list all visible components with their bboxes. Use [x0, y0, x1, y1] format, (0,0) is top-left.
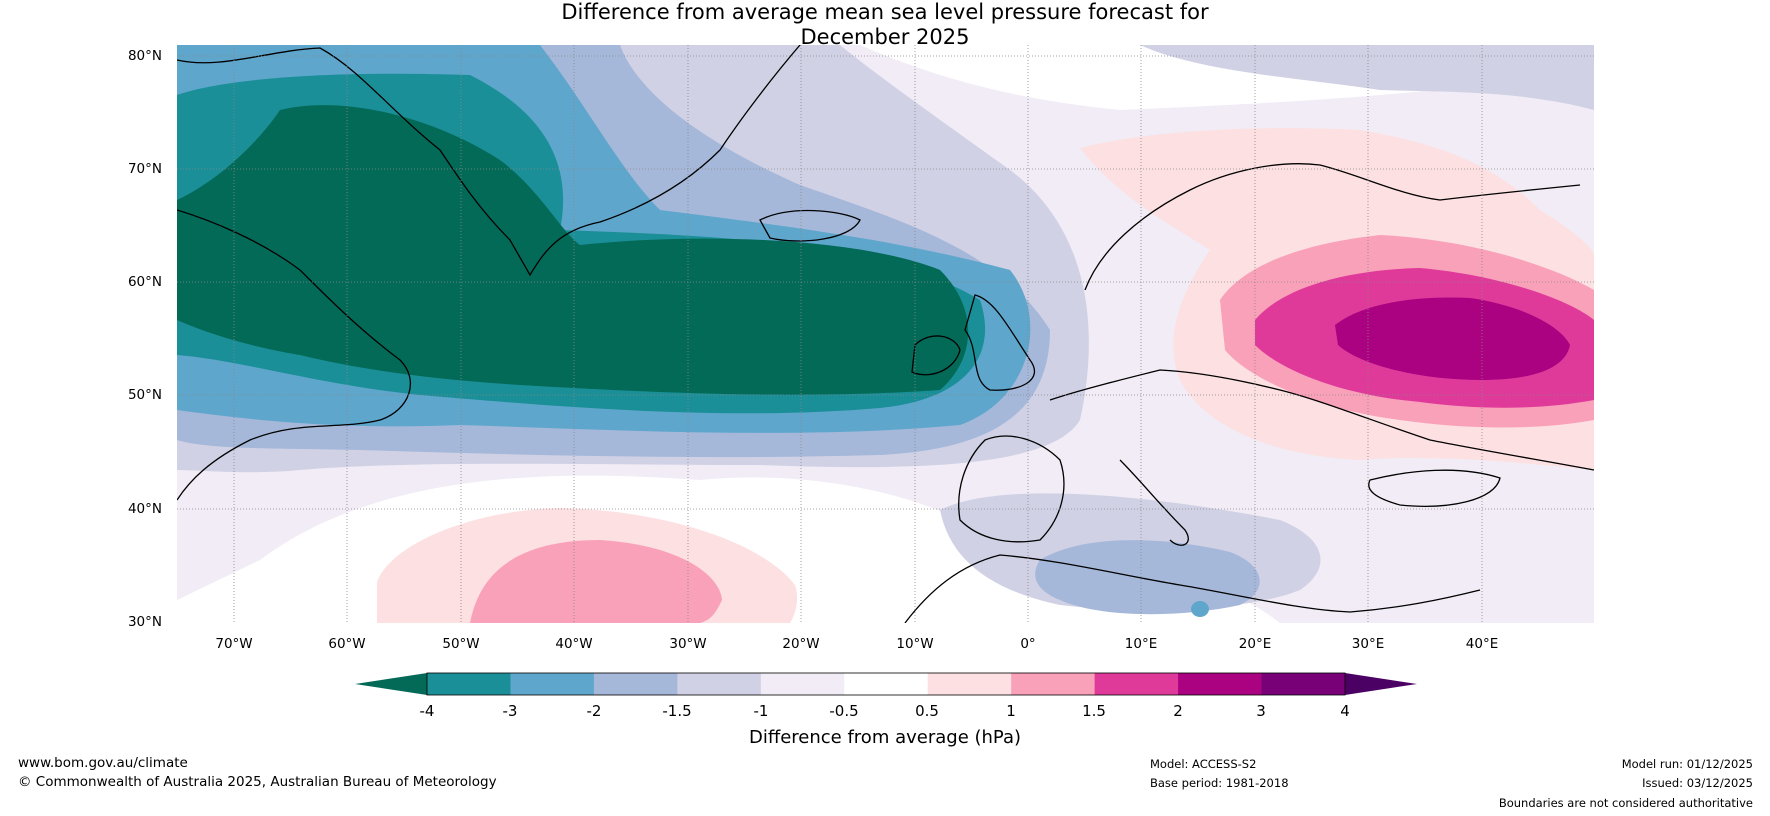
lon-label-0: 0°	[1020, 636, 1036, 652]
contour-minus-4-core	[177, 105, 969, 395]
lon-label-10w: 10°W	[896, 636, 934, 652]
contour-2-core-east	[1335, 297, 1570, 380]
scandinavia-coast	[1084, 163, 1581, 291]
colorbar-label: Difference from average (hPa)	[748, 727, 1022, 748]
copyright: © Commonwealth of Australia 2025, Austra…	[18, 774, 497, 790]
lon-label-20e: 20°E	[1238, 636, 1272, 652]
lon-label-10e: 10°E	[1124, 636, 1158, 652]
coastlines	[177, 45, 1594, 623]
lon-label-60w: 60°W	[328, 636, 366, 652]
ireland-coast	[911, 335, 961, 376]
colorbar-cell	[593, 673, 678, 695]
model-name: Model: ACCESS-S2	[1150, 757, 1257, 771]
colorbar	[355, 672, 1417, 696]
lat-label-60n: 60°N	[127, 274, 162, 290]
colorbar-cell	[1261, 673, 1346, 695]
colorbar-tick: -1	[753, 702, 769, 720]
colorbar-tick: 1.5	[1082, 702, 1106, 720]
lon-label-20w: 20°W	[782, 636, 820, 652]
europe-coast	[1049, 369, 1594, 471]
lat-label-80n: 80°N	[127, 48, 162, 64]
lon-label-30w: 30°W	[669, 636, 707, 652]
colorbar-frame	[426, 672, 1346, 696]
iceland-coast	[759, 209, 861, 242]
colorbar-tick: -4	[419, 702, 435, 720]
lat-label-40n: 40°N	[127, 501, 162, 517]
base-period: Base period: 1981-2018	[1150, 776, 1289, 790]
iberia-coast	[958, 435, 1065, 543]
britain-coast	[964, 294, 1036, 391]
colorbar-cells	[427, 673, 1346, 695]
colorbar-cell	[760, 673, 845, 695]
colorbar-tick: 3	[1256, 702, 1266, 720]
website-link[interactable]: www.bom.gov.au/climate	[18, 755, 188, 771]
colorbar-extend-high	[1345, 673, 1417, 695]
black-sea-coast	[1368, 469, 1501, 507]
lat-label-30n: 30°N	[127, 614, 162, 630]
contour-minus-1-5-band-mediterranean	[1035, 540, 1260, 615]
disclaimer: Boundaries are not considered authoritat…	[1498, 796, 1753, 810]
contour-minus-2-spot	[1191, 601, 1209, 617]
issued-date: Issued: 03/12/2025	[1642, 776, 1753, 790]
contour-1-band-south	[470, 540, 722, 623]
north-africa-coast	[904, 554, 1481, 623]
colorbar-cell	[1178, 673, 1263, 695]
colorbar-extend-low	[355, 673, 427, 695]
colorbar-cell	[677, 673, 762, 695]
gridlines	[177, 45, 1594, 623]
colorbar-tick: -2	[586, 702, 602, 720]
lat-label-50n: 50°N	[127, 387, 162, 403]
lon-label-40w: 40°W	[555, 636, 593, 652]
colorbar-tick: 0.5	[915, 702, 939, 720]
map-title: Difference from average mean sea level p…	[0, 0, 1770, 50]
colorbar-cell	[427, 673, 511, 695]
lon-label-40e: 40°E	[1465, 636, 1499, 652]
contour-minus-1-band-north	[1140, 45, 1594, 110]
lat-label-70n: 70°N	[127, 161, 162, 177]
italy-coast	[1119, 459, 1189, 546]
lon-label-50w: 50°W	[442, 636, 480, 652]
colorbar-cell	[844, 673, 929, 695]
colorbar-cell	[927, 673, 1012, 695]
model-run: Model run: 01/12/2025	[1621, 757, 1753, 771]
colorbar-cell	[1094, 673, 1179, 695]
colorbar-tick: 2	[1173, 702, 1183, 720]
lon-label-30e: 30°E	[1351, 636, 1385, 652]
colorbar-tick: 1	[1006, 702, 1016, 720]
colorbar-cell	[1011, 673, 1096, 695]
colorbar-tick: -0.5	[829, 702, 859, 720]
lon-label-70w: 70°W	[215, 636, 253, 652]
labrador-coast	[177, 209, 411, 501]
colorbar-cell	[510, 673, 595, 695]
greenland-coast	[177, 45, 801, 277]
colorbar-tick: -3	[502, 702, 518, 720]
pressure-anomaly-field	[177, 45, 1594, 623]
colorbar-tick: 4	[1340, 702, 1350, 720]
colorbar-tick: -1.5	[662, 702, 692, 720]
title-line-1: Difference from average mean sea level p…	[561, 0, 1209, 24]
